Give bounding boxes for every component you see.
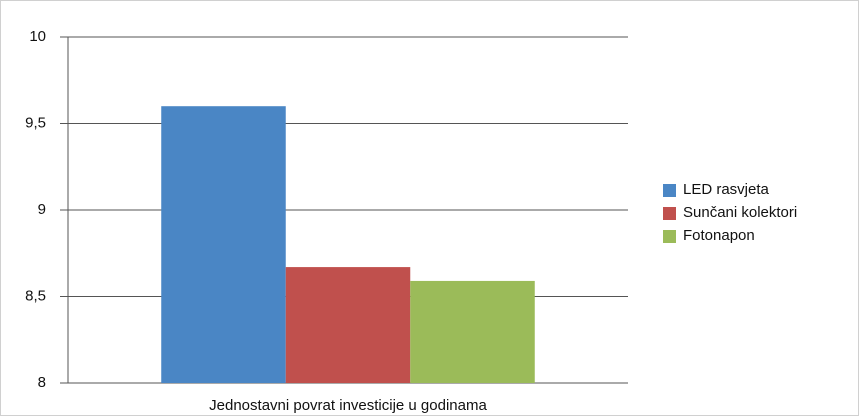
legend-swatch (663, 184, 676, 197)
y-tick-label: 9 (38, 201, 46, 218)
bar (410, 280, 535, 383)
bar (161, 106, 286, 383)
y-tick-label: 9,5 (25, 114, 46, 131)
legend-label: Sunčani kolektori (683, 204, 797, 221)
y-tick-label: 8,5 (25, 287, 46, 304)
legend-label: LED rasvjeta (683, 181, 770, 198)
bar (285, 267, 411, 383)
x-tick-label: Jednostavni povrat investicije u godinam… (209, 397, 487, 414)
legend-label: Fotonapon (683, 227, 755, 244)
legend-swatch (663, 207, 676, 220)
legend-swatch (663, 230, 676, 243)
y-tick-label: 10 (29, 28, 46, 45)
y-tick-label: 8 (38, 374, 46, 391)
